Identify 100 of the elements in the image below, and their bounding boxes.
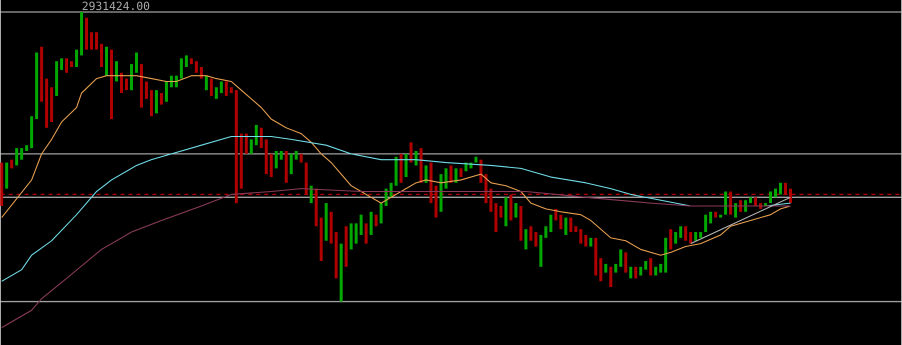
- candlestick: [534, 232, 538, 246]
- candlestick: [629, 266, 632, 278]
- candlestick: [30, 116, 34, 148]
- candlestick: [254, 124, 258, 145]
- candlestick: [80, 12, 84, 56]
- candlestick: [124, 78, 128, 90]
- candlestick: [310, 185, 313, 203]
- candlestick: [499, 206, 502, 218]
- candlestick: [55, 60, 58, 96]
- candlestick: [75, 49, 78, 67]
- candlestick: [754, 197, 758, 206]
- candlestick: [350, 223, 353, 250]
- candlestick: [719, 214, 722, 218]
- candlestick: [164, 81, 168, 102]
- candlestick: [724, 191, 728, 214]
- candlestick: [115, 60, 118, 82]
- candlestick: [374, 214, 378, 226]
- candlestick: [704, 214, 708, 232]
- candlestick: [584, 234, 588, 246]
- candlestick: [400, 154, 403, 183]
- candlestick: [514, 202, 518, 218]
- candlestick: [144, 81, 148, 99]
- candlestick: [65, 58, 68, 73]
- candlestick: [574, 226, 578, 232]
- candlestick: [494, 202, 498, 232]
- candlestick: [230, 87, 233, 93]
- candlestick: [559, 214, 562, 229]
- candlestick: [120, 72, 123, 93]
- candlestick: [250, 139, 253, 154]
- candlestick: [539, 234, 542, 267]
- candlestick: [320, 217, 323, 261]
- candlestick: [260, 128, 263, 148]
- candlestick: [594, 238, 598, 276]
- candlestick: [774, 188, 778, 198]
- candlestick: [410, 142, 413, 162]
- candlestick: [40, 46, 44, 102]
- candlestick: [769, 191, 772, 203]
- candlestick: [100, 44, 104, 67]
- candlestick: [140, 64, 143, 108]
- candlestick: [340, 243, 343, 302]
- candlestick: [264, 139, 268, 174]
- candlestick: [220, 81, 223, 93]
- candlestick: [274, 150, 278, 168]
- candlestick: [364, 223, 368, 244]
- candlestick: [270, 154, 273, 177]
- candlestick: [684, 226, 688, 241]
- candlestick: [25, 144, 28, 151]
- candlestick: [544, 226, 548, 238]
- candlestick: [160, 92, 163, 104]
- candlestick: [194, 60, 198, 73]
- candlestick: [210, 78, 213, 96]
- candlestick: [454, 168, 458, 183]
- candlestick: [679, 226, 682, 238]
- candlestick: [5, 162, 8, 188]
- candlestick: [50, 87, 54, 122]
- candlestick: [440, 174, 443, 212]
- candlestick: [529, 226, 532, 241]
- candlestick: [459, 168, 462, 177]
- candlestick: [569, 217, 572, 232]
- candlestick: [549, 214, 552, 232]
- candlestick: [370, 212, 373, 235]
- candlestick: [634, 266, 638, 278]
- candlestick: [324, 202, 328, 241]
- candlestick: [699, 232, 702, 238]
- candlestick: [154, 90, 158, 114]
- candlestick: [524, 228, 528, 250]
- candlestick: [669, 228, 672, 250]
- candlestick: [354, 223, 358, 244]
- candlestick: [15, 148, 18, 166]
- candlestick: [105, 46, 108, 76]
- candlestick: [330, 212, 333, 244]
- candlestick: [85, 18, 88, 50]
- candlestick: [564, 217, 568, 235]
- candlestick: [424, 165, 428, 183]
- candlestick: [95, 32, 98, 50]
- candlestick: [70, 60, 74, 67]
- candlestick: [674, 232, 678, 244]
- candlestick: [184, 55, 188, 67]
- candlestick: [444, 168, 448, 188]
- candlestick: [404, 154, 408, 177]
- candlestick: [714, 212, 718, 218]
- candlestick: [200, 66, 203, 78]
- candlestick: [214, 87, 218, 99]
- candlestick: [360, 214, 363, 235]
- candlestick: [614, 264, 618, 272]
- candlestick: [694, 232, 698, 241]
- candlestick: [394, 156, 398, 186]
- candlestick: [130, 64, 133, 90]
- candlestick: [649, 258, 652, 276]
- candlestick: [659, 264, 662, 272]
- candlestick: [284, 150, 288, 183]
- candlestick: [150, 90, 153, 116]
- candlestick: [609, 266, 612, 287]
- candlestick: [519, 206, 522, 241]
- candlestick: [654, 266, 658, 276]
- candlestick: [664, 238, 668, 272]
- candlestick: [734, 202, 738, 218]
- candlestick: [294, 150, 298, 160]
- candlestick: [504, 197, 508, 226]
- candlestick: [45, 78, 48, 128]
